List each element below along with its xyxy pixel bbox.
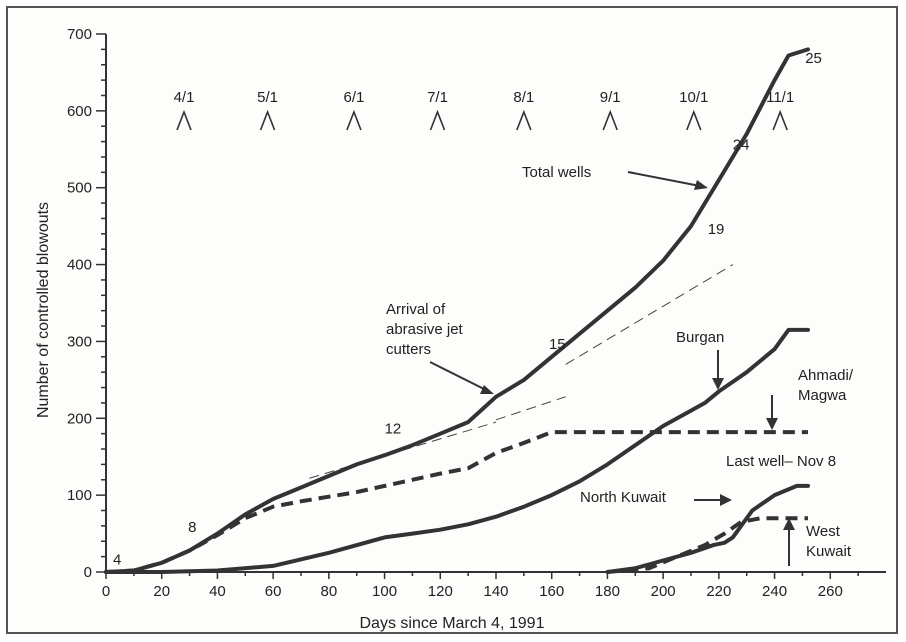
month-marker-caret xyxy=(686,109,702,131)
month-marker-caret xyxy=(176,109,192,131)
y-tick-label: 100 xyxy=(67,487,92,504)
x-tick-label: 240 xyxy=(762,583,787,600)
x-tick-label: 0 xyxy=(102,583,110,600)
x-tick-label: 260 xyxy=(818,583,843,600)
series-line-west-kuwait xyxy=(607,516,808,574)
trend-line xyxy=(495,396,566,421)
x-tick-label: 160 xyxy=(539,583,564,600)
x-tick-label: 140 xyxy=(483,583,508,600)
month-marker-caret xyxy=(516,109,532,131)
annotation-west-line2: Kuwait xyxy=(806,543,852,560)
trend-line xyxy=(565,264,734,365)
point-label: 24 xyxy=(733,136,750,153)
month-marker-label: 11/1 xyxy=(766,89,794,106)
point-label: 8 xyxy=(188,519,196,536)
annotation-total-wells: Total wells xyxy=(522,164,591,181)
month-marker-label: 8/1 xyxy=(513,89,534,106)
point-label: 4 xyxy=(113,551,121,568)
arrowhead-north-kuwait xyxy=(720,494,732,506)
trend-lines xyxy=(309,264,734,479)
arrowhead-total-wells xyxy=(694,180,708,190)
month-marker-label: 9/1 xyxy=(600,89,621,106)
month-markers: 4/1 5/1 6/1 7/1 8/1 9/1 10/1 11/1 xyxy=(174,89,794,131)
x-tick-label: 40 xyxy=(209,583,226,600)
month-marker-label: 6/1 xyxy=(343,89,364,106)
x-tick-label: 220 xyxy=(706,583,731,600)
annotation-arrival-line2: abrasive jet xyxy=(386,321,464,338)
x-tick-label: 100 xyxy=(372,583,397,600)
x-tick-label: 80 xyxy=(321,583,338,600)
month-marker-label: 10/1 xyxy=(679,89,708,106)
y-tick-label: 500 xyxy=(67,180,92,197)
month-marker-caret xyxy=(602,109,618,131)
axes xyxy=(105,34,886,573)
series-line-total-wells xyxy=(104,47,810,574)
annotation-burgan: Burgan xyxy=(676,329,724,346)
point-label: 25 xyxy=(805,50,822,67)
arrowhead-west-kuwait xyxy=(783,518,795,530)
x-tick-label: 200 xyxy=(651,583,676,600)
y-tick-label: 600 xyxy=(67,103,92,120)
y-tick-label: 0 xyxy=(84,564,92,581)
series-line-ahmadi-magwa xyxy=(105,430,808,574)
annotation-west-line1: West xyxy=(806,523,841,540)
arrow-total-wells xyxy=(627,171,701,187)
x-axis-title: Days since March 4, 1991 xyxy=(360,615,545,632)
arrowhead-arrival xyxy=(480,385,494,394)
point-label: 15 xyxy=(549,336,566,353)
x-tick-label: 120 xyxy=(428,583,453,600)
arrow-arrival xyxy=(429,361,487,391)
month-marker-caret xyxy=(259,109,276,131)
y-axis-title: Number of controlled blowouts xyxy=(35,202,52,418)
point-label: 19 xyxy=(708,221,725,238)
annotation-arrival-line1: Arrival of xyxy=(386,301,446,318)
arrowhead-ahmadi xyxy=(766,418,778,430)
x-tick-label: 60 xyxy=(265,583,282,600)
month-marker-caret xyxy=(346,109,362,131)
series-line-north-kuwait xyxy=(605,483,810,574)
y-tick-label: 300 xyxy=(67,333,92,350)
month-marker-caret xyxy=(772,109,788,131)
annotation-last-well: Last well– Nov 8 xyxy=(726,453,836,470)
series-line-burgan xyxy=(104,327,810,574)
point-labels: 4 8 12 15 19 24 25 xyxy=(113,50,822,568)
y-tick-label: 400 xyxy=(67,257,92,274)
y-tick-label: 700 xyxy=(67,26,92,43)
month-marker-label: 7/1 xyxy=(427,89,448,106)
month-marker-label: 4/1 xyxy=(174,89,195,106)
point-label: 12 xyxy=(385,421,402,438)
series-lines xyxy=(104,47,810,574)
y-tick-label: 200 xyxy=(67,410,92,427)
x-tick-label: 180 xyxy=(595,583,620,600)
arrowhead-burgan xyxy=(712,378,724,390)
annotation-north-kuwait: North Kuwait xyxy=(580,489,667,506)
month-marker-label: 5/1 xyxy=(257,89,278,106)
annotations: Total wells Arrival of abrasive jet cutt… xyxy=(386,164,854,566)
x-ticks: 0 20 40 60 80 100 120 140 160 180 200 220 240 260 xyxy=(102,572,859,600)
annotation-arrival-line3: cutters xyxy=(386,341,431,358)
month-marker-caret xyxy=(429,109,446,131)
annotation-ahmadi-line2: Magwa xyxy=(798,387,847,404)
y-ticks: 0 100 200 300 400 500 600 700 xyxy=(67,26,106,581)
x-tick-label: 20 xyxy=(153,583,170,600)
annotation-ahmadi-line1: Ahmadi/ xyxy=(798,367,854,384)
